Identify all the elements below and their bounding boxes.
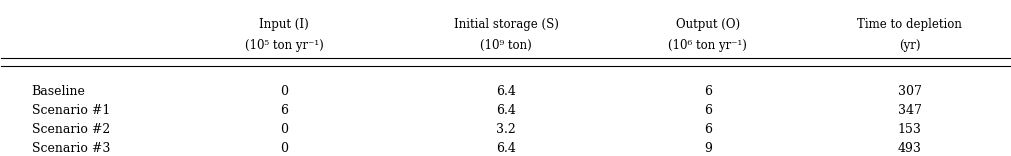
Text: 493: 493 — [897, 142, 921, 155]
Text: 307: 307 — [897, 85, 921, 98]
Text: 153: 153 — [897, 123, 921, 136]
Text: (10⁹ ton): (10⁹ ton) — [479, 39, 532, 52]
Text: 6: 6 — [280, 104, 288, 117]
Text: Baseline: Baseline — [31, 85, 86, 98]
Text: Scenario #1: Scenario #1 — [31, 104, 110, 117]
Text: 0: 0 — [280, 85, 288, 98]
Text: (10⁶ ton yr⁻¹): (10⁶ ton yr⁻¹) — [667, 39, 746, 52]
Text: 0: 0 — [280, 142, 288, 155]
Text: 6: 6 — [703, 85, 711, 98]
Text: 9: 9 — [704, 142, 711, 155]
Text: 347: 347 — [897, 104, 921, 117]
Text: (10⁵ ton yr⁻¹): (10⁵ ton yr⁻¹) — [245, 39, 324, 52]
Text: 6: 6 — [703, 104, 711, 117]
Text: 6.4: 6.4 — [495, 104, 516, 117]
Text: 0: 0 — [280, 123, 288, 136]
Text: (yr): (yr) — [898, 39, 920, 52]
Text: 6.4: 6.4 — [495, 85, 516, 98]
Text: Time to depletion: Time to depletion — [856, 18, 961, 31]
Text: Scenario #3: Scenario #3 — [31, 142, 110, 155]
Text: Scenario #2: Scenario #2 — [31, 123, 110, 136]
Text: Output (O): Output (O) — [675, 18, 739, 31]
Text: 3.2: 3.2 — [495, 123, 516, 136]
Text: Input (I): Input (I) — [259, 18, 308, 31]
Text: 6.4: 6.4 — [495, 142, 516, 155]
Text: 6: 6 — [703, 123, 711, 136]
Text: Initial storage (S): Initial storage (S) — [453, 18, 558, 31]
